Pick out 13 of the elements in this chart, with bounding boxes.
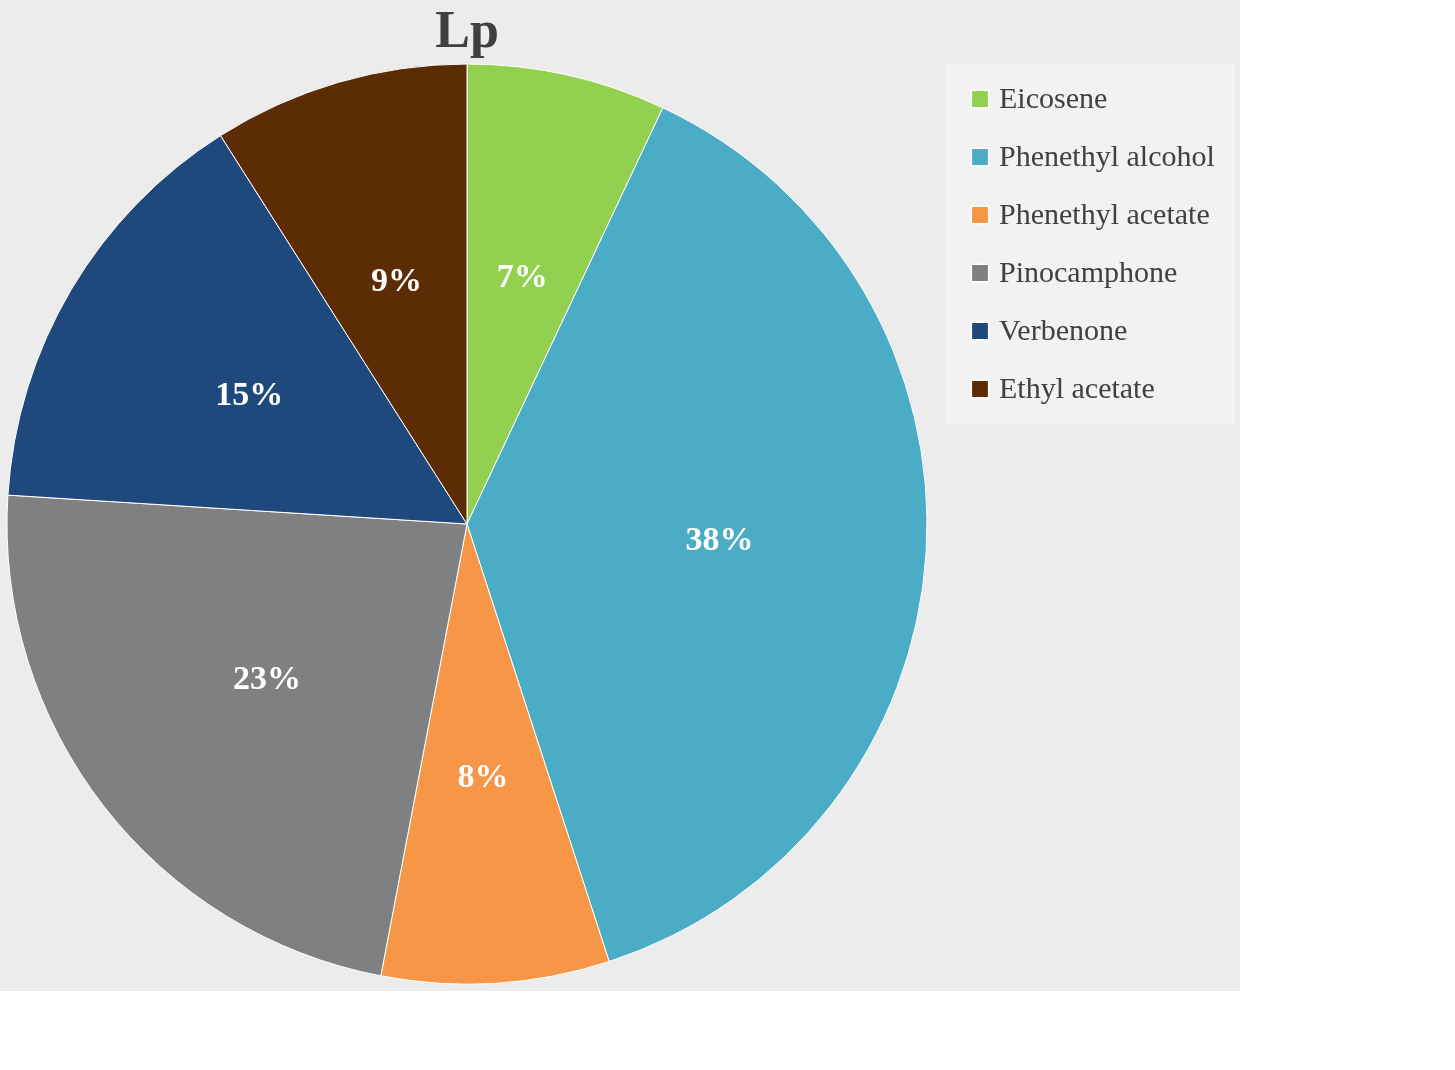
data-label: 9% (370, 261, 422, 299)
chart-title: Lp (435, 1, 499, 58)
data-label: 8% (457, 756, 509, 794)
data-label: 23% (233, 659, 302, 697)
legend-label: Eicosene (999, 81, 1108, 114)
data-label: 15% (215, 375, 284, 413)
data-label: 7% (496, 257, 548, 295)
legend-label: Ethyl acetate (999, 371, 1155, 404)
legend-label: Verbenone (999, 313, 1128, 346)
legend-label: Phenethyl alcohol (999, 139, 1215, 172)
legend-label: Pinocamphone (999, 255, 1178, 288)
data-label: 38% (685, 519, 754, 557)
legend-label: Phenethyl acetate (999, 197, 1210, 230)
